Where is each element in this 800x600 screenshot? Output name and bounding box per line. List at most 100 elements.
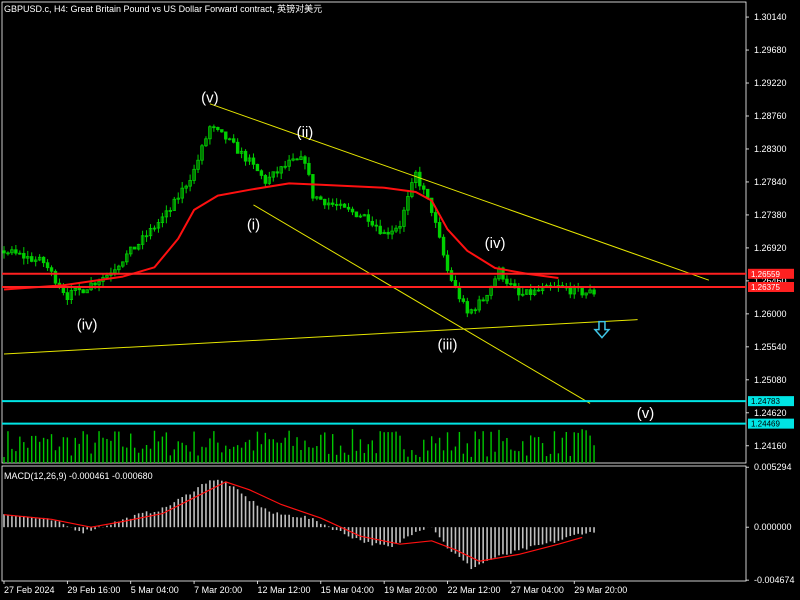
candle-body (22, 253, 26, 259)
candle-body (453, 280, 458, 287)
candle-body (315, 196, 319, 199)
candle-body (378, 225, 382, 235)
candle-body (136, 243, 141, 250)
y-tick-label: 1.29680 (754, 45, 787, 55)
macd-signal-line (3, 481, 583, 562)
y-tick-label: 1.26460 (754, 276, 787, 286)
candle-body (224, 131, 228, 140)
candle-body (144, 235, 149, 238)
candle-body (93, 282, 97, 286)
candle-body (235, 141, 240, 154)
y-tick-label: 1.28300 (754, 144, 787, 154)
macd-pane[interactable]: 27 Feb 2024 29 Feb 16:00 5 Mar 04:00 7 Mar … (1, 462, 795, 595)
wave-label: (ii) (297, 124, 314, 141)
candle-body (354, 211, 359, 218)
candle-body (204, 138, 208, 147)
candle-body (449, 270, 454, 281)
candle-body (152, 227, 157, 230)
trendline[interactable] (3, 319, 638, 355)
candle-body (259, 170, 264, 176)
candle-body (532, 289, 537, 295)
candle-body (243, 150, 248, 162)
candle-body (41, 256, 46, 264)
y-tick-label: 1.24160 (754, 441, 787, 451)
wave-label: (i) (247, 216, 260, 233)
candle-body (33, 259, 38, 262)
candle-body (588, 289, 592, 294)
wave-label: (v) (201, 89, 219, 106)
candle-body (398, 225, 402, 229)
x-tick-label: 15 Mar 04:00 (321, 585, 374, 595)
candle-body (200, 145, 204, 161)
chart-title: GBPUSD.c, H4: Great Britain Pound vs US … (4, 3, 322, 14)
y-tick-label: 1.30140 (754, 12, 787, 22)
candle-body (267, 176, 272, 184)
candle-body (299, 156, 303, 161)
x-tick-label: 22 Mar 12:00 (448, 585, 501, 595)
candle-body (132, 246, 137, 250)
candle-body (445, 254, 450, 271)
candle-body (37, 256, 42, 261)
candle-body (160, 216, 165, 223)
candle-body (156, 222, 161, 229)
candle-body (307, 162, 311, 175)
candle-body (105, 274, 109, 278)
candle-body (536, 289, 541, 292)
level-price-tag (748, 281, 794, 292)
candle-body (275, 171, 279, 174)
candle-body (263, 175, 268, 184)
candle-body (461, 298, 466, 302)
trendline[interactable] (209, 103, 710, 281)
candle-body (45, 262, 50, 269)
wave-label: (iii) (438, 337, 458, 354)
candle-body (125, 253, 129, 263)
candle-body (350, 208, 355, 213)
y-tick-label: 1.25540 (754, 342, 787, 352)
level-price-label: 1.26559 (751, 270, 780, 279)
candle-body (129, 246, 133, 255)
candle-body (505, 278, 509, 284)
candle-body (592, 289, 596, 295)
candle-body (176, 197, 180, 200)
candle-body (330, 202, 335, 205)
level-price-tag (748, 418, 794, 429)
candle-body (295, 158, 299, 161)
candle-body (140, 235, 145, 245)
candle-body (53, 270, 58, 284)
candle-body (485, 294, 489, 302)
candle-body (429, 197, 434, 213)
candle-body (117, 265, 121, 271)
candle-body (303, 156, 307, 164)
level-price-tag (748, 396, 794, 407)
candle-body (418, 171, 422, 187)
candle-body (521, 293, 525, 296)
candle-body (406, 196, 410, 211)
y-tick-label: 1.29220 (754, 78, 787, 88)
candle-body (26, 256, 30, 259)
candle-body (148, 227, 153, 237)
candle-body (374, 224, 378, 227)
candle-body (2, 250, 6, 254)
candle-body (97, 281, 101, 286)
down-arrow-icon[interactable] (593, 320, 611, 339)
candle-body (402, 209, 406, 227)
candle-body (228, 138, 232, 141)
x-tick-label: 29 Mar 20:00 (574, 585, 627, 595)
candle-body (426, 188, 430, 199)
macd-label: MACD(12,26,9) -0.000461 -0.000680 (4, 471, 153, 481)
candle-body (481, 299, 485, 302)
trendline[interactable] (253, 204, 591, 404)
macd-y-tick-label: -0.004674 (754, 575, 795, 585)
candle-body (358, 215, 363, 218)
wave-label: (iv) (485, 235, 506, 252)
y-tick-label: 1.26000 (754, 309, 787, 319)
candle-body (69, 290, 74, 301)
candle-body (231, 138, 236, 143)
price-pane[interactable]: 1.30140 1.29680 1.29220 1.28760 1.28300 1.278… (1, 1, 794, 464)
candle-body (584, 292, 588, 296)
candle-body (323, 198, 327, 206)
candle-body (437, 222, 442, 238)
candle-body (525, 289, 529, 295)
candle-body (287, 159, 291, 167)
